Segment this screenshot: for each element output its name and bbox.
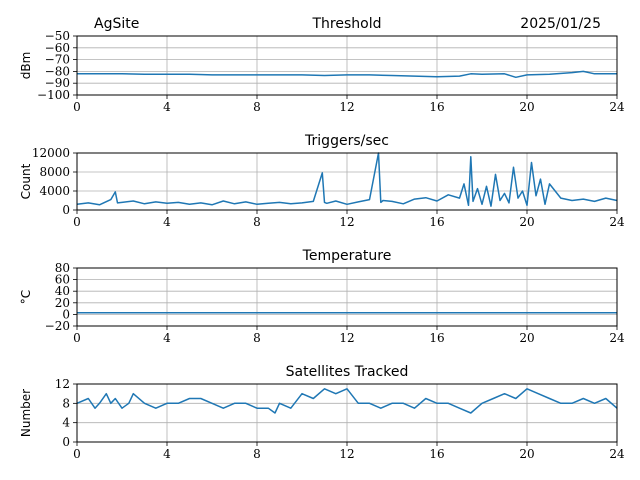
y-tick-label: −50	[45, 29, 70, 43]
x-tick-label: 8	[253, 215, 261, 229]
y-axis-label: Number	[19, 389, 33, 437]
y-tick-label: 0	[62, 435, 70, 449]
y-tick-label: −60	[45, 41, 70, 55]
y-tick-label: 4000	[39, 184, 70, 198]
x-tick-label: 24	[609, 215, 625, 229]
x-tick-label: 4	[163, 215, 171, 229]
series-line	[76, 152, 618, 207]
panel-0: 0 4 8 12 16 20 24 −100−90−80−70−60−50 Threshold d…	[19, 16, 625, 114]
x-tick-label: 12	[339, 100, 354, 114]
site-label: AgSite	[94, 16, 139, 32]
x-tick-label: 20	[519, 100, 534, 114]
y-tick-label: 12	[55, 377, 70, 391]
panel-title: Threshold	[312, 16, 382, 32]
y-axis-label: °C	[19, 290, 33, 304]
y-axis-label: dBm	[19, 52, 33, 80]
x-tick-label: 4	[163, 100, 171, 114]
y-tick-label: 4	[62, 416, 70, 430]
y-tick-label: 0	[62, 203, 70, 217]
x-tick-label: 16	[429, 331, 444, 345]
x-tick-label: 0	[73, 215, 81, 229]
x-tick-label: 24	[609, 447, 625, 461]
y-tick-label: 40	[55, 284, 70, 298]
series-line	[76, 388, 618, 414]
y-tick-label: −70	[45, 53, 70, 67]
y-tick-label: −90	[45, 76, 70, 90]
y-tick-label: 60	[55, 273, 70, 287]
y-tick-label: 80	[55, 261, 70, 275]
x-tick-label: 0	[73, 331, 81, 345]
x-tick-label: 4	[163, 447, 171, 461]
panel-title: Temperature	[302, 248, 392, 264]
x-tick-label: 16	[429, 100, 444, 114]
y-tick-label: −80	[45, 64, 70, 78]
x-tick-label: 8	[253, 447, 261, 461]
x-tick-label: 0	[73, 447, 81, 461]
panel-title: Triggers/sec	[304, 133, 389, 149]
y-tick-label: −100	[37, 88, 70, 102]
panel-1: 0 4 8 12 16 20 24 0 4000 8000 12000 Triggers/sec Cou…	[19, 133, 625, 229]
x-tick-label: 12	[339, 331, 354, 345]
x-tick-label: 24	[609, 331, 625, 345]
x-tick-label: 12	[339, 447, 354, 461]
x-tick-label: 20	[519, 215, 534, 229]
y-tick-label: 8	[62, 396, 70, 410]
panel-3: 0 4 8 12 16 20 24 0 4 8 12 Satellites Tracked Number	[19, 364, 625, 461]
y-tick-label: 8000	[39, 165, 70, 179]
y-tick-label: 0	[62, 307, 70, 321]
y-tick-label: 12000	[32, 146, 70, 160]
panel-title: Satellites Tracked	[286, 364, 409, 380]
x-tick-label: 20	[519, 331, 534, 345]
x-tick-label: 0	[73, 100, 81, 114]
x-tick-label: 16	[429, 447, 444, 461]
series-line	[77, 70, 617, 79]
x-tick-label: 24	[609, 100, 625, 114]
date-label: 2025/01/25	[520, 16, 601, 32]
y-axis-label: Count	[19, 163, 33, 199]
x-tick-label: 12	[339, 215, 354, 229]
x-tick-label: 16	[429, 215, 444, 229]
y-tick-label: 20	[55, 296, 70, 310]
x-tick-label: 4	[163, 331, 171, 345]
x-tick-label: 8	[253, 331, 261, 345]
y-tick-label: −20	[45, 319, 70, 333]
x-tick-label: 8	[253, 100, 261, 114]
x-tick-label: 20	[519, 447, 534, 461]
chart-panels: 0 4 8 12 16 20 24 −100−90−80−70−60−50 Threshold d…	[19, 16, 625, 461]
